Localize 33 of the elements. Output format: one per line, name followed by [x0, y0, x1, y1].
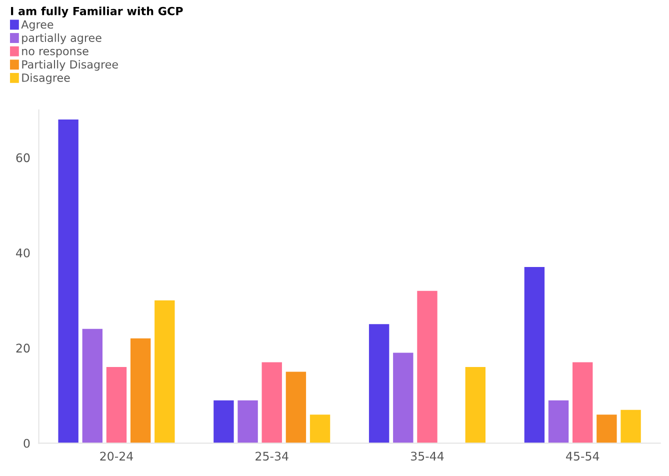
bar	[524, 267, 545, 444]
bar	[262, 362, 282, 444]
legend-label: Partially Disagree	[22, 60, 118, 71]
bar	[310, 414, 330, 444]
bar	[620, 410, 641, 444]
legend-label: no response	[22, 48, 88, 58]
bar	[286, 372, 306, 444]
bar	[548, 400, 569, 444]
bar	[238, 400, 258, 444]
y-tick-label: 40	[16, 248, 30, 258]
bar	[82, 328, 103, 444]
x-tick-label: 45-54	[566, 452, 600, 461]
legend-label: Agree	[21, 20, 54, 31]
bar	[214, 400, 234, 444]
bar	[465, 366, 486, 444]
bar	[596, 414, 617, 444]
legend-label: Disagree	[22, 73, 70, 84]
bar	[130, 338, 151, 444]
x-tick-label: 25-34	[256, 452, 288, 461]
bar	[368, 324, 390, 444]
x-tick-label: 20-24	[100, 452, 133, 461]
bar	[417, 290, 438, 444]
legend-title: I am fully Familiar with GCP	[11, 6, 183, 18]
bar	[106, 366, 127, 444]
y-tick-label: 20	[16, 344, 30, 353]
y-tick-label: 60	[16, 153, 30, 162]
bar	[154, 300, 175, 444]
legend-label: partially agree	[22, 33, 102, 44]
x-tick-label: 35-44	[410, 452, 444, 461]
y-tick-label: 0	[24, 438, 30, 448]
bar	[58, 119, 78, 444]
bar	[393, 352, 414, 444]
bar	[572, 362, 593, 444]
